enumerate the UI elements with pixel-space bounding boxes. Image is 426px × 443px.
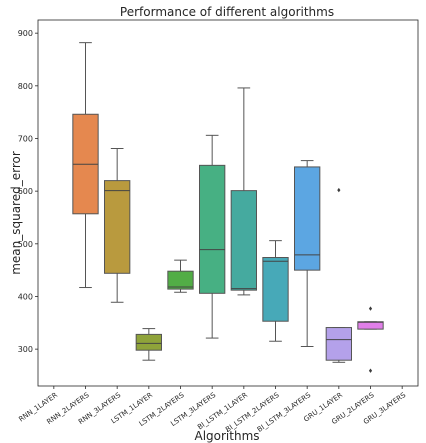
box-iqr (357, 321, 384, 330)
chart-title: Performance of different algorithms (120, 5, 334, 19)
y-tick-label: 700 (18, 134, 33, 143)
box-gru-2layers (357, 306, 384, 373)
box-bi-lstm-3layers (294, 160, 321, 348)
outlier-point (337, 187, 341, 193)
box-rnn-3layers (104, 147, 131, 303)
box-iqr (104, 180, 131, 274)
y-axis-ticks: 300 400 500 600 700 800 900 (18, 29, 38, 354)
box-lstm-3layers (199, 134, 226, 339)
box-iqr (167, 270, 194, 290)
box-gru-1layer (325, 187, 352, 363)
y-tick-label: 400 (18, 292, 33, 301)
outlier-point (368, 306, 373, 311)
y-tick-label: 300 (18, 345, 33, 354)
x-tick-label: BI_LSTM_3LAYERS (256, 391, 313, 434)
box-iqr (135, 333, 163, 351)
box-iqr (262, 257, 289, 322)
plot-frame (37, 19, 419, 387)
y-tick-label: 600 (18, 187, 33, 196)
box-iqr (230, 190, 258, 291)
box-plots (72, 42, 384, 373)
box-iqr (199, 164, 226, 294)
box-iqr (325, 327, 352, 361)
box-lstm-1layer (135, 328, 163, 361)
outlier-point (368, 368, 373, 373)
x-axis-ticks: RNN_1LAYERRNN_2LAYERSRNN_3LAYERSLSTM_1LA… (17, 386, 408, 434)
y-tick-label: 800 (18, 82, 33, 91)
y-axis-label: mean_squared_error (9, 151, 23, 275)
box-lstm-2layers (167, 259, 194, 293)
y-tick-label: 900 (18, 29, 33, 38)
x-tick-label: BI_LSTM_2LAYERS (224, 391, 281, 434)
y-tick-label: 500 (18, 240, 33, 249)
box-iqr (294, 166, 321, 271)
box-bi-lstm-2layers (262, 240, 289, 342)
box-rnn-2layers (72, 42, 99, 289)
x-axis-label: Algorithms (194, 429, 259, 443)
box-bi-lstm-1layer (230, 87, 258, 296)
